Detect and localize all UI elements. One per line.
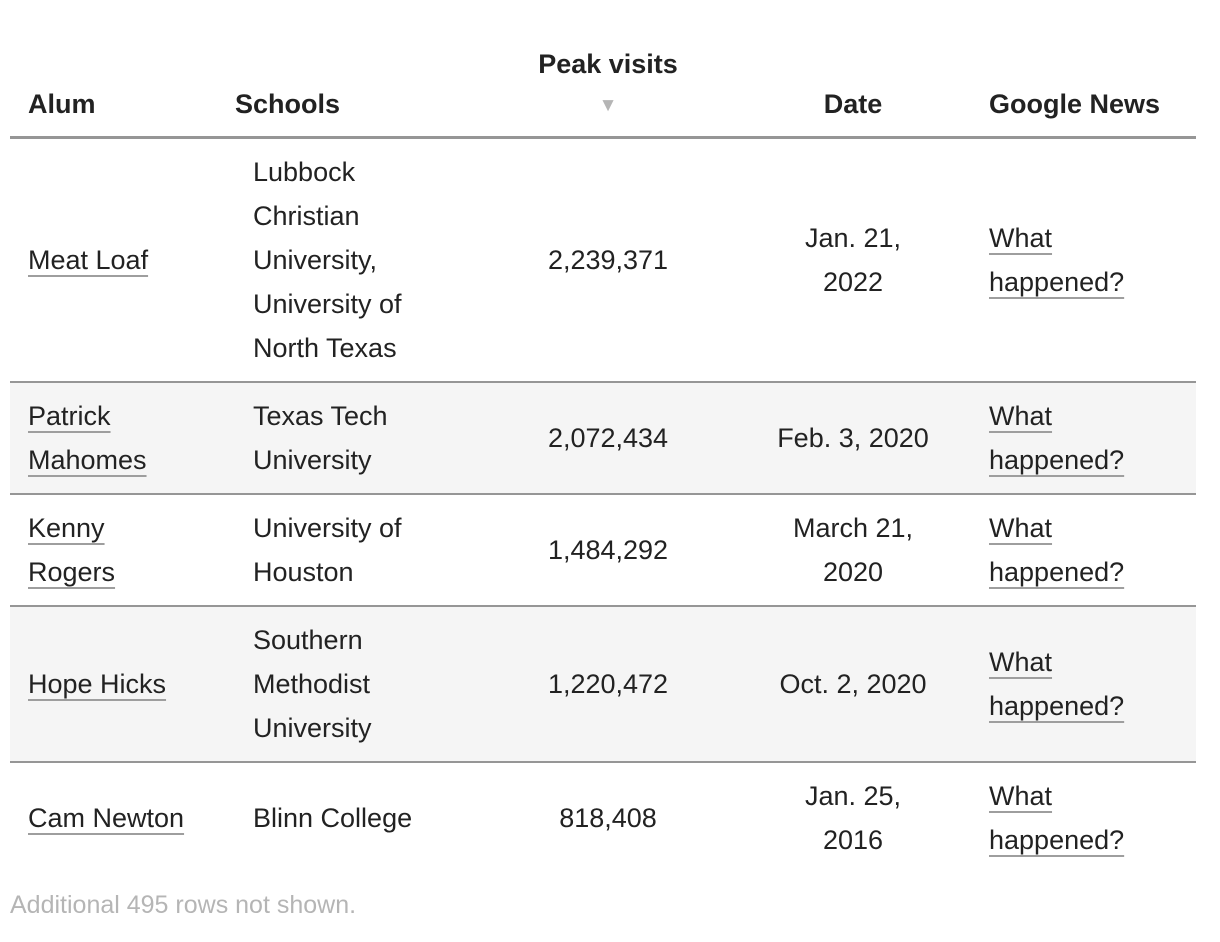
peak-visits-cell: 1,484,292	[463, 493, 753, 606]
date-cell: Jan. 25, 2016	[753, 761, 953, 873]
column-header-alum[interactable]: Alum	[10, 42, 235, 139]
column-header-schools[interactable]: Schools	[235, 42, 463, 139]
alum-link[interactable]: Kenny Rogers	[28, 513, 116, 587]
what-happened-link[interactable]: What happened?	[989, 781, 1125, 855]
date-cell: March 21, 2020	[753, 493, 953, 606]
sort-descending-icon: ▼	[598, 95, 618, 116]
column-label: Schools	[235, 89, 341, 119]
date-cell: Feb. 3, 2020	[753, 381, 953, 494]
alum-cell: Patrick Mahomes	[10, 381, 235, 494]
peak-visits-cell: 1,220,472	[463, 605, 753, 762]
alum-link[interactable]: Hope Hicks	[28, 669, 167, 699]
schools-cell: Texas Tech University	[235, 381, 463, 494]
google-news-cell: What happened?	[953, 381, 1196, 494]
google-news-cell: What happened?	[953, 138, 1196, 383]
peak-visits-cell: 2,239,371	[547, 245, 669, 275]
footer-note: Additional 495 rows not shown.	[10, 891, 357, 919]
google-news-cell: What happened?	[953, 493, 1196, 606]
alum-cell: Cam Newton	[10, 761, 235, 873]
schools-cell: Lubbock Christian University, University…	[253, 157, 402, 363]
google-news-cell: What happened?	[953, 761, 1196, 873]
schools-cell: Blinn College	[235, 761, 463, 873]
header-row: Alum Schools Peak visits ▼ Date Google N…	[10, 42, 1196, 139]
table-row: Meat Loaf Lubbock Christian University, …	[10, 138, 1196, 383]
column-header-google-news[interactable]: Google News	[953, 42, 1196, 139]
alum-link[interactable]: Meat Loaf	[28, 245, 149, 275]
alum-cell: Meat Loaf	[10, 138, 235, 383]
column-label: Alum	[28, 89, 96, 119]
peak-visits-cell: 2,072,434	[463, 381, 753, 494]
what-happened-link[interactable]: What happened?	[989, 647, 1125, 721]
column-header-peak-visits[interactable]: Peak visits ▼	[463, 42, 753, 139]
table-row: Cam Newton Blinn College 818,408 Jan. 25…	[10, 761, 1196, 873]
column-label: Google News	[989, 89, 1161, 119]
table-row: Kenny Rogers University of Houston 1,484…	[10, 493, 1196, 606]
what-happened-link[interactable]: What happened?	[989, 223, 1125, 297]
alumni-peak-visits-table: Alum Schools Peak visits ▼ Date Google N…	[10, 42, 1196, 873]
peak-visits-cell: 818,408	[463, 761, 753, 873]
column-header-date[interactable]: Date	[753, 42, 953, 139]
what-happened-link[interactable]: What happened?	[989, 513, 1125, 587]
schools-cell: Southern Methodist University	[235, 605, 463, 762]
column-label: Date	[823, 89, 883, 119]
alum-cell: Hope Hicks	[10, 605, 235, 762]
alum-link[interactable]: Patrick Mahomes	[28, 401, 147, 475]
table-row: Patrick Mahomes Texas Tech University 2,…	[10, 381, 1196, 494]
alum-link[interactable]: Cam Newton	[28, 803, 185, 833]
google-news-cell: What happened?	[953, 605, 1196, 762]
date-cell: Jan. 21, 2022	[804, 223, 902, 297]
table-row: Hope Hicks Southern Methodist University…	[10, 605, 1196, 762]
date-cell: Oct. 2, 2020	[753, 605, 953, 762]
what-happened-link[interactable]: What happened?	[989, 401, 1125, 475]
schools-cell: University of Houston	[235, 493, 463, 606]
alum-cell: Kenny Rogers	[10, 493, 235, 606]
column-label: Peak visits	[538, 49, 678, 79]
